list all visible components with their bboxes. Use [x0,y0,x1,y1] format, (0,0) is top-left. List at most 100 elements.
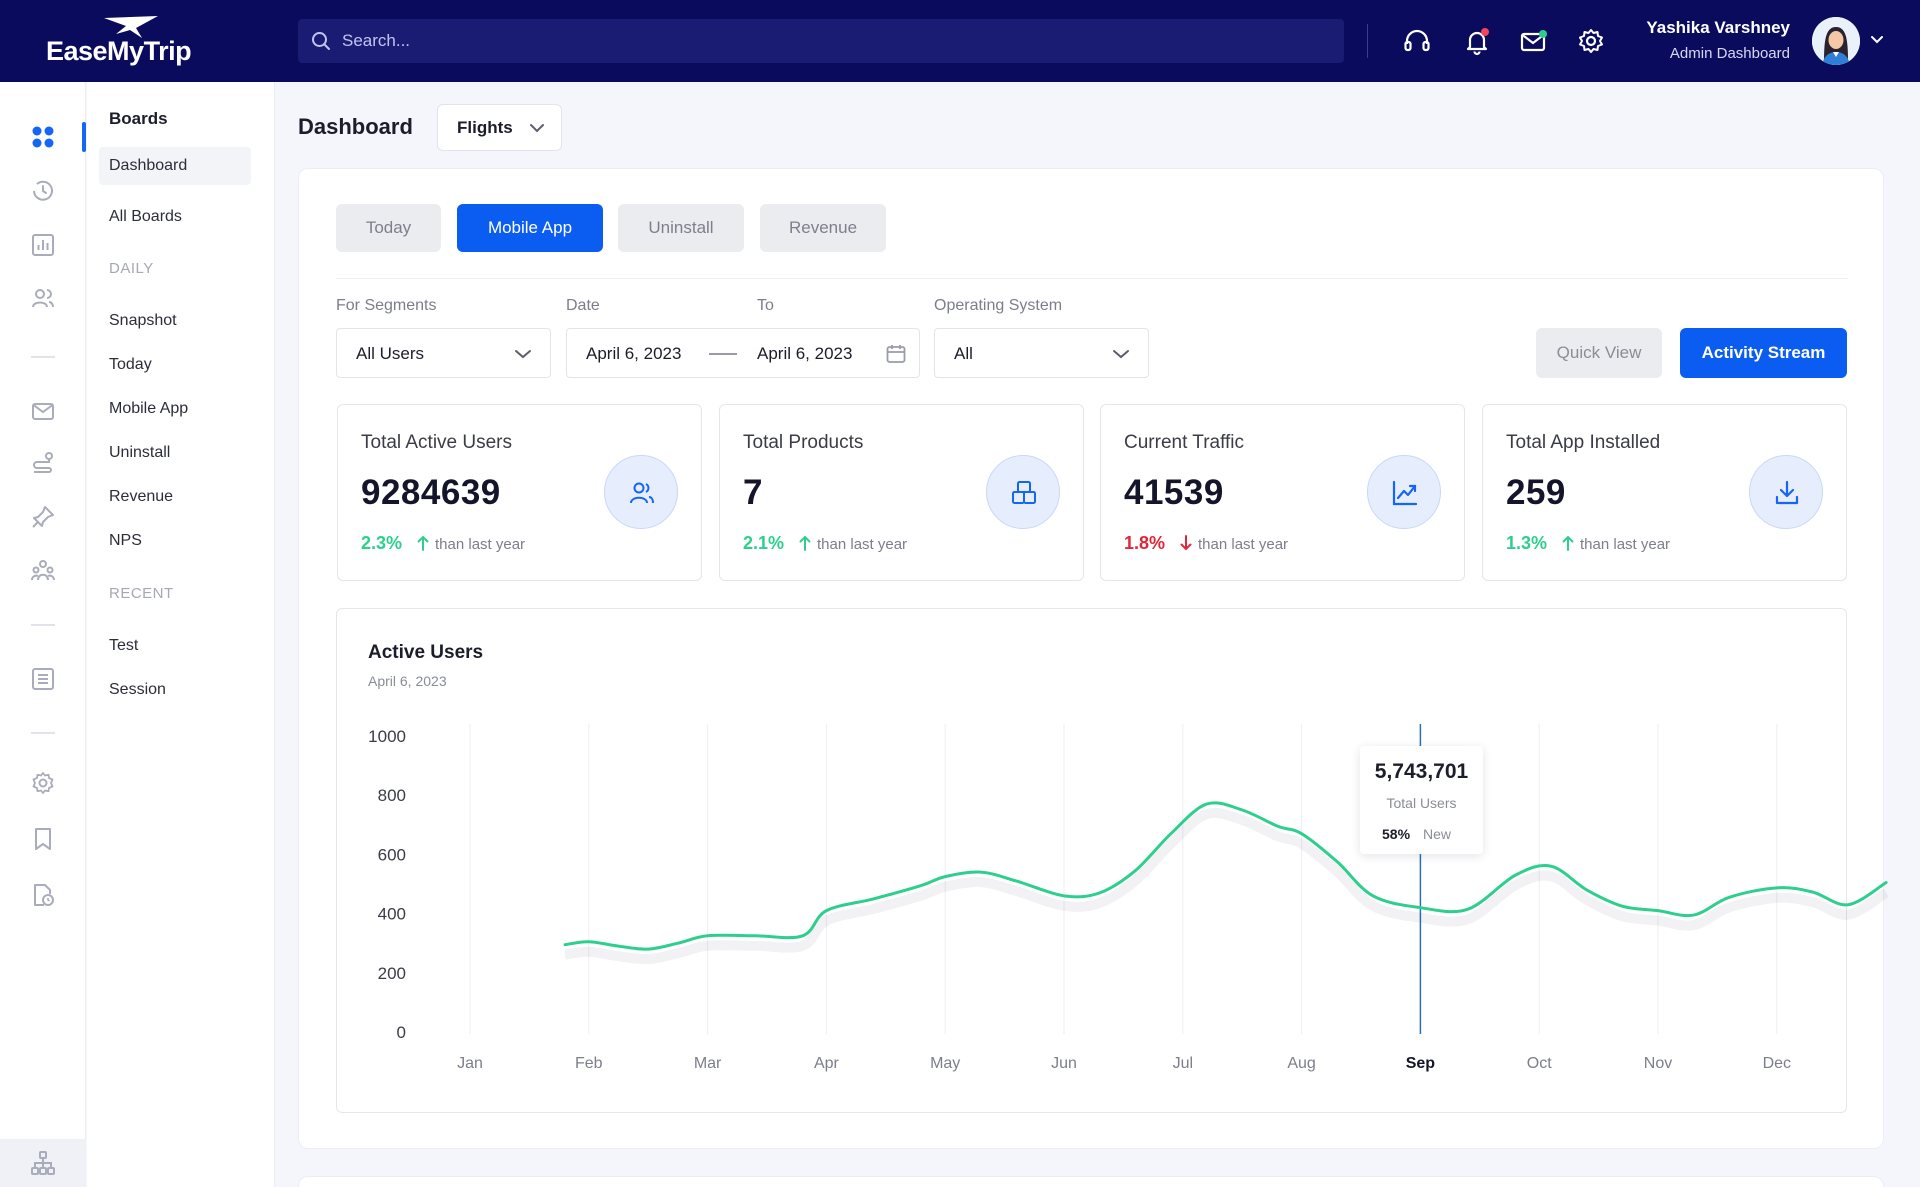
tab-revenue[interactable]: Revenue [760,204,886,252]
message-dot [1539,30,1547,38]
os-select[interactable]: All [934,328,1149,378]
stat-value: 9284639 [361,473,501,512]
date-range-dash [709,353,737,355]
chevron-down-icon[interactable] [1869,34,1885,46]
chevron-down-icon [1113,350,1129,359]
section-recent: RECENT [109,585,174,602]
stat-note: than last year [817,536,908,553]
tab-uninstall[interactable]: Uninstall [618,204,744,252]
tooltip-percent: 58% [1382,826,1411,842]
list-icon[interactable] [30,666,56,692]
trend-up-icon [1392,480,1418,506]
stat-change: 2.1% [743,533,785,553]
board-item-mobile-app[interactable]: Mobile App [109,400,189,417]
stat-card-traffic: Current Traffic 41539 1.8% than last yea… [1100,404,1465,581]
download-icon [1775,480,1799,505]
stat-value: 7 [743,473,763,512]
plane-logo-icon [104,16,158,38]
calendar-icon[interactable] [885,343,907,365]
stat-card-app-installed: Total App Installed 259 1.3% than last y… [1482,404,1847,581]
date-to-value[interactable]: April 6, 2023 [757,344,853,363]
rail-divider [31,732,55,734]
tooltip-secondary: New [1423,826,1452,842]
top-divider [1367,24,1368,58]
users-icon[interactable] [30,285,56,311]
segments-value: All Users [356,344,425,363]
stat-label: Current Traffic [1124,432,1245,453]
boards-title: Boards [109,109,168,128]
bar-chart-icon[interactable] [30,232,56,258]
rail-footer [0,1139,86,1187]
chart-subtitle: April 6, 2023 [368,673,447,689]
headset-icon[interactable] [1402,26,1432,56]
pin-icon[interactable] [30,504,56,530]
search-bar[interactable] [298,19,1344,63]
section-daily: DAILY [109,260,154,277]
tab-today[interactable]: Today [336,204,441,252]
date-range-picker[interactable]: April 6, 2023 April 6, 2023 [566,328,920,378]
stat-icon-badge [1367,455,1441,529]
next-card [298,1176,1884,1187]
stat-card-products: Total Products 7 2.1% than last year [719,404,1084,581]
arrow-up-icon [417,535,429,551]
box-icon [1012,481,1036,504]
messages-button[interactable] [1518,26,1548,56]
board-item-test[interactable]: Test [109,637,139,654]
stat-label: Total Active Users [361,432,512,453]
module-select[interactable]: Flights [437,104,562,151]
stat-value: 41539 [1124,473,1224,512]
grid-icon[interactable] [30,124,56,150]
search-input[interactable] [342,19,1322,63]
board-item-snapshot[interactable]: Snapshot [109,312,177,329]
active-users-chart-card: Active Users April 6, 2023 [336,608,1847,1113]
settings-icon[interactable] [30,770,56,796]
segments-select[interactable]: All Users [336,328,551,378]
users-icon [630,482,654,504]
notification-button[interactable] [1462,26,1492,56]
date-label: Date [566,297,600,314]
stat-icon-badge [604,455,678,529]
tab-divider [336,278,1848,279]
quick-view-button[interactable]: Quick View [1536,328,1662,378]
chevron-down-icon [515,350,531,359]
user-name: Yashika Varshney [1646,18,1790,37]
rail-divider [31,356,55,358]
logo-text: EaseMyTrip [46,36,192,66]
date-from-value[interactable]: April 6, 2023 [586,344,682,363]
board-item-all-boards[interactable]: All Boards [109,208,182,225]
activity-stream-button[interactable]: Activity Stream [1680,328,1847,378]
logo[interactable]: EaseMyTrip [44,14,194,70]
board-item-dashboard[interactable]: Dashboard [99,147,251,185]
icon-rail [0,82,86,1187]
team-icon[interactable] [30,558,56,584]
board-item-nps[interactable]: NPS [109,532,142,549]
chart-title: Active Users [368,642,484,663]
board-item-today[interactable]: Today [109,356,152,373]
board-item-session[interactable]: Session [109,681,166,698]
rail-divider [31,624,55,626]
document-clock-icon[interactable] [30,882,56,908]
mail-icon[interactable] [30,398,56,424]
stat-value: 259 [1506,473,1566,512]
stat-icon-badge [986,455,1060,529]
stat-card-active-users: Total Active Users 9284639 2.3% than las… [337,404,702,581]
tab-mobile-app[interactable]: Mobile App [457,204,603,252]
page-title: Dashboard [298,114,413,139]
bookmark-icon[interactable] [30,826,56,852]
stat-note: than last year [1198,536,1289,553]
settings-icon[interactable] [1576,26,1606,56]
avatar[interactable] [1812,17,1860,65]
board-item-uninstall[interactable]: Uninstall [109,444,171,461]
module-select-value: Flights [457,118,513,137]
user-avatar-icon [1812,17,1860,65]
arrow-down-icon [1180,535,1192,551]
route-icon[interactable] [30,450,56,476]
sitemap-icon[interactable] [30,1150,56,1176]
to-label: To [757,297,774,314]
arrow-up-icon [799,535,811,551]
chevron-down-icon [530,124,544,133]
board-item-revenue[interactable]: Revenue [109,488,174,505]
os-value: All [954,344,973,363]
history-icon[interactable] [30,178,56,204]
chart-tooltip: 5,743,701 Total Users 58% New [1360,746,1483,854]
